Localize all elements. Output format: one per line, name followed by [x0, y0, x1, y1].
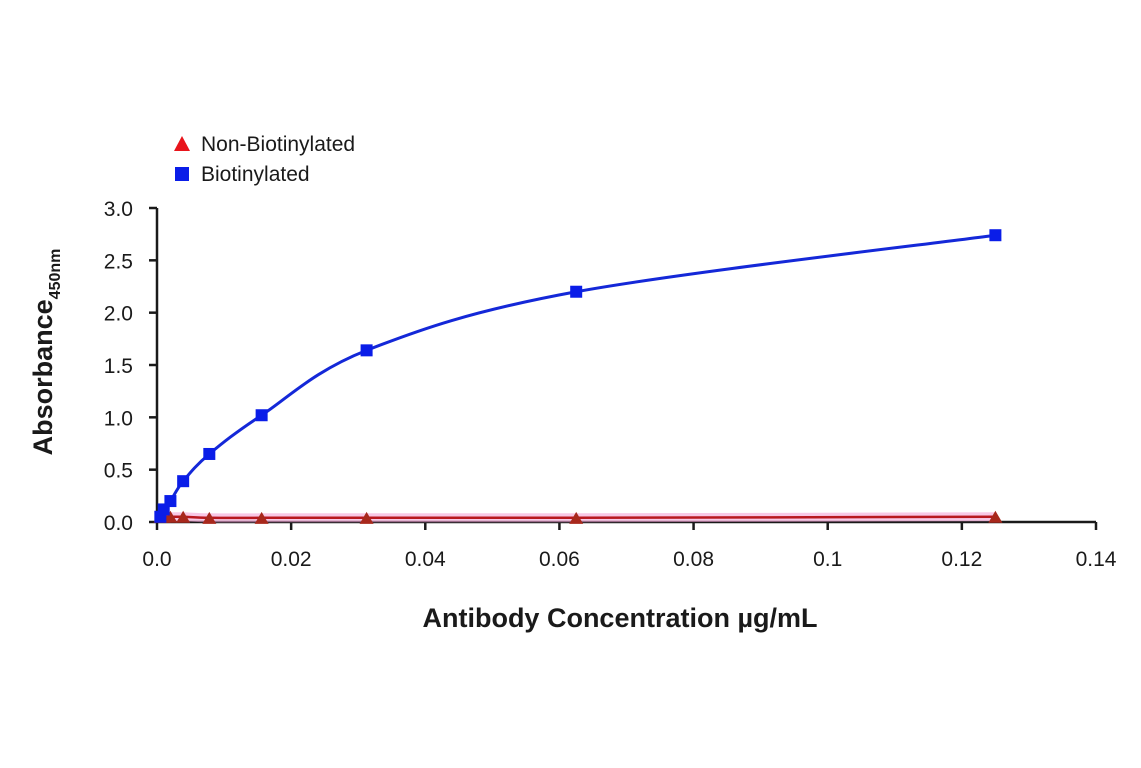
series-biotinylated: [154, 229, 1002, 523]
y-tick-label: 0.5: [104, 460, 133, 483]
x-tick-label: 0.14: [1076, 548, 1117, 571]
legend-marker-square: [175, 167, 189, 181]
data-point-square: [989, 229, 1002, 242]
data-point-square: [570, 285, 583, 298]
y-axis-ticks: 0.0 0.5 1.0 1.5 2.0 2.5 3.0: [104, 198, 157, 535]
y-tick-label: 0.0: [104, 512, 133, 535]
data-point-triangle: [569, 511, 584, 524]
data-point-triangle: [988, 510, 1003, 523]
x-tick-label: 0.0: [142, 548, 171, 571]
legend: Non-Biotinylated Biotinylated: [174, 133, 355, 186]
x-tick-label: 0.06: [539, 548, 580, 571]
x-tick-label: 0.02: [271, 548, 312, 571]
data-point-square: [255, 409, 268, 422]
series-non-biotinylated: [153, 510, 1003, 524]
data-point-square: [177, 475, 190, 488]
x-tick-label: 0.04: [405, 548, 446, 571]
data-point-triangle: [359, 511, 374, 524]
data-point-triangle: [254, 511, 269, 524]
x-tick-label: 0.08: [673, 548, 714, 571]
y-axis-title-main: Absorbance: [28, 299, 58, 455]
x-tick-label: 0.1: [813, 548, 842, 571]
data-point-triangle: [176, 510, 191, 523]
data-point-square: [164, 495, 177, 508]
axes: [155, 208, 1096, 524]
y-axis-title: Absorbance450nm: [28, 249, 64, 456]
data-point-triangle: [163, 510, 178, 523]
y-tick-label: 2.0: [104, 303, 133, 326]
data-point-square: [360, 344, 373, 357]
y-tick-label: 1.5: [104, 355, 133, 378]
series-layer: [153, 229, 1003, 524]
y-axis-title-subscript: 450nm: [47, 249, 64, 300]
legend-label: Non-Biotinylated: [201, 133, 355, 156]
x-axis-title: Antibody Concentration µg/mL: [422, 603, 817, 633]
y-tick-label: 1.0: [104, 407, 133, 430]
legend-item: Biotinylated: [175, 163, 310, 186]
x-tick-label: 0.12: [941, 548, 982, 571]
data-point-triangle: [202, 511, 217, 524]
legend-marker-triangle: [174, 136, 190, 151]
series-line: [158, 233, 996, 518]
legend-label: Biotinylated: [201, 163, 310, 186]
legend-item: Non-Biotinylated: [174, 133, 355, 156]
x-axis-ticks: 0.0 0.02 0.04 0.06 0.08 0.1 0.12 0.14: [142, 522, 1117, 571]
y-tick-label: 3.0: [104, 198, 133, 221]
data-point-square: [203, 447, 216, 460]
y-tick-label: 2.5: [104, 250, 133, 273]
